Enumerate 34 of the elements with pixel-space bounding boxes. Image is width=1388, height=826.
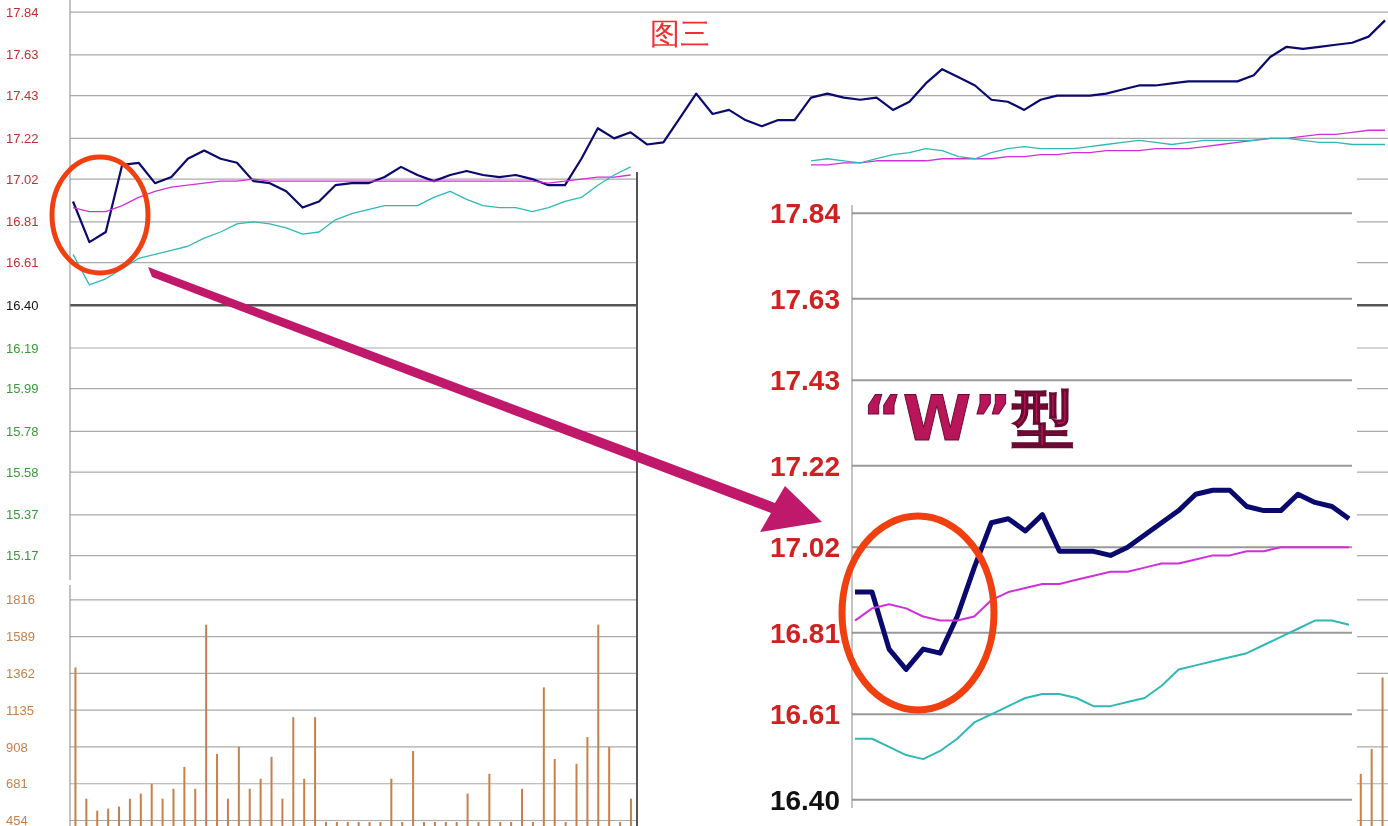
y-tick-label: 1816 bbox=[6, 592, 35, 608]
y-tick-label: 17.02 bbox=[6, 171, 39, 187]
y-tick-label: 15.17 bbox=[6, 548, 39, 564]
y-tick-label: 16.81 bbox=[769, 617, 840, 649]
y-tick-label: 454 bbox=[6, 813, 28, 826]
y-tick-label: 16.61 bbox=[769, 699, 840, 731]
y-tick-label: 17.22 bbox=[769, 450, 840, 482]
y-tick-label: 681 bbox=[6, 776, 28, 792]
y-tick-label: 15.99 bbox=[6, 381, 39, 397]
y-tick-label: 15.78 bbox=[6, 423, 39, 439]
y-tick-label: 17.02 bbox=[769, 532, 840, 564]
y-tick-label: 1362 bbox=[6, 665, 35, 681]
y-tick-label: 908 bbox=[6, 739, 28, 755]
y-tick-label: 16.61 bbox=[6, 255, 39, 271]
y-tick-label: 17.63 bbox=[6, 47, 39, 63]
y-tick-label: 16.19 bbox=[6, 340, 39, 356]
y-tick-label: 16.40 bbox=[6, 297, 39, 313]
text: 图三 bbox=[650, 16, 710, 51]
y-tick-label: 15.58 bbox=[6, 464, 39, 480]
y-tick-label: 17.43 bbox=[6, 88, 39, 104]
y-tick-label: 17.84 bbox=[769, 197, 841, 229]
y-tick-label: 16.81 bbox=[6, 214, 39, 230]
y-tick-label: 16.40 bbox=[769, 784, 840, 816]
line-series bbox=[71, 19, 1387, 244]
y-tick-label: 17.22 bbox=[6, 130, 39, 146]
y-tick-label: 17.63 bbox=[769, 283, 840, 315]
y-tick-label: 17.84 bbox=[6, 4, 39, 20]
line-series bbox=[854, 619, 1350, 761]
text: “W”型 bbox=[862, 382, 1074, 455]
line-series bbox=[854, 546, 1350, 622]
y-tick-label: 1135 bbox=[6, 702, 34, 718]
y-tick-label: 15.37 bbox=[6, 507, 39, 523]
y-tick-label: 1589 bbox=[6, 629, 35, 645]
y-tick-label: 17.43 bbox=[769, 365, 840, 396]
